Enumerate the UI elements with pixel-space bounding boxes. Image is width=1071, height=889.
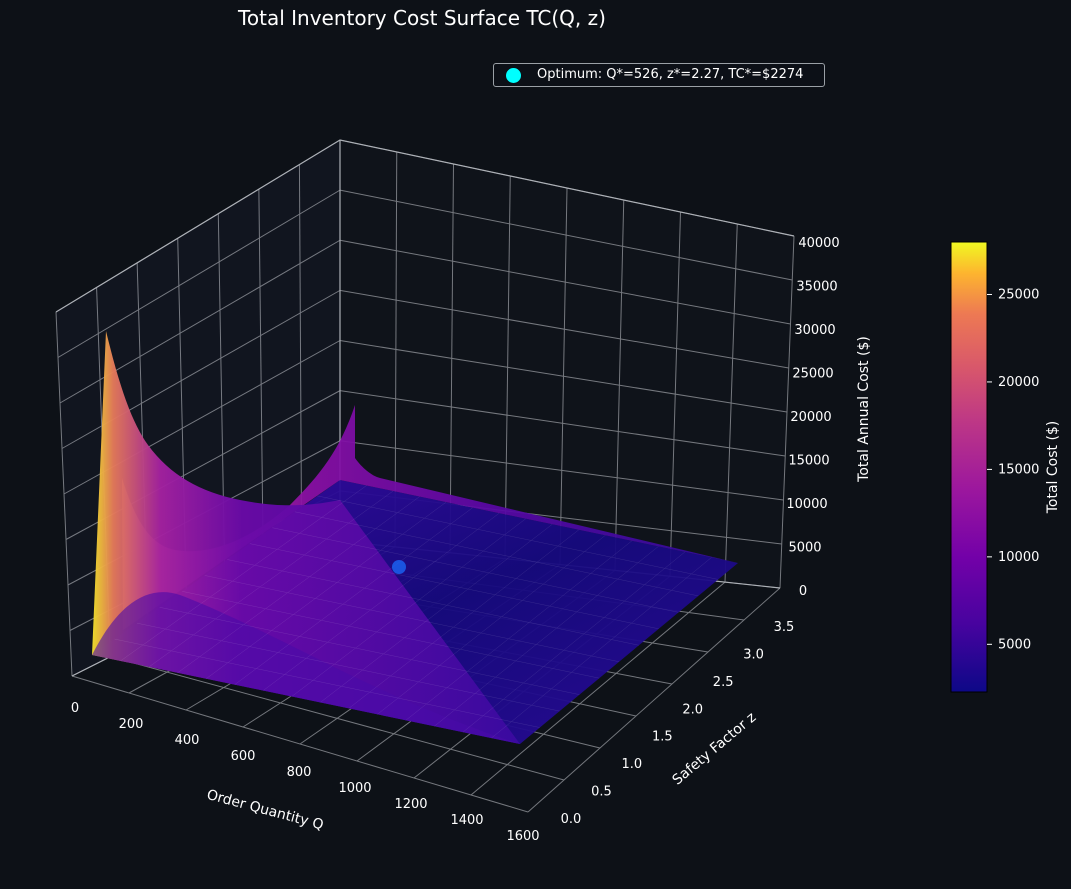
mesh-line	[205, 501, 447, 679]
mesh-line	[291, 518, 526, 697]
mesh-line	[317, 495, 719, 580]
grid-line	[470, 581, 726, 796]
mesh-line	[159, 607, 580, 695]
x-tick-label: 1600	[506, 829, 539, 844]
x-tick-label: 200	[119, 717, 144, 732]
y-tick-label: 2.5	[713, 675, 734, 690]
mesh-line	[137, 622, 560, 712]
colorbar-tick-label: 20000	[998, 375, 1039, 390]
y-tick-label: 1.0	[622, 757, 643, 772]
grid-line	[339, 289, 789, 369]
z-tick-label: 20000	[790, 410, 831, 425]
mesh-line	[177, 496, 420, 674]
z-tick-label: 40000	[798, 236, 839, 251]
y-tick-label: 0.0	[561, 812, 582, 827]
y-tick-label: 1.5	[652, 730, 673, 745]
grid-line	[339, 390, 786, 457]
mesh-line	[272, 527, 679, 613]
mesh-line	[377, 535, 606, 715]
chart-title: Total Inventory Cost Surface TC(Q, z)	[238, 6, 606, 30]
mesh-line	[120, 485, 367, 662]
mesh-line	[204, 575, 620, 662]
legend: Optimum: Q*=526, z*=2.27, TC*=$2274	[493, 63, 825, 87]
mesh-line	[263, 513, 500, 691]
y-tick-label: 3.5	[774, 620, 795, 635]
mesh-line	[462, 551, 686, 733]
mesh-line	[405, 540, 633, 721]
colorbar-tick-label: 15000	[998, 462, 1039, 477]
colorbar-tick-label: 25000	[998, 287, 1039, 302]
mesh-line	[114, 638, 540, 728]
z-tick-label: 0	[799, 584, 807, 599]
grid-line	[339, 189, 793, 281]
z-tick-label: 5000	[788, 541, 821, 556]
y-axis-label: Safety Factor z	[669, 709, 759, 788]
mesh-line	[148, 490, 394, 668]
surface-front-lower	[92, 592, 520, 744]
colorbar-tick-label: 10000	[998, 550, 1039, 565]
grid-line	[71, 675, 529, 813]
z-tick-labels: 0 5000 10000 15000 20000 25000 30000 35000 40000	[786, 236, 839, 599]
colorbar-label: Total Cost ($)	[1045, 421, 1061, 515]
z-tick-label: 10000	[786, 497, 827, 512]
y-tick-label: 2.0	[682, 702, 703, 717]
y-tick-labels: 0.0 0.5 1.0 1.5 2.0 2.5 3.0 3.5	[561, 620, 795, 827]
grid-line	[57, 189, 341, 358]
z-tick-label: 25000	[792, 367, 833, 382]
mesh-line	[320, 524, 553, 703]
x-tick-labels: 0 200 400 600 800 1000 1200 1400 1600	[71, 701, 540, 844]
colorbar-ticks: 5000 10000 15000 20000 25000	[987, 287, 1039, 652]
grid-line	[339, 440, 784, 501]
x-tick-label: 1200	[394, 797, 427, 812]
mesh-line	[434, 546, 659, 727]
x-axis-label: Order Quantity Q	[205, 787, 325, 834]
z-tick-label: 30000	[794, 323, 835, 338]
mesh-line	[227, 559, 639, 646]
colorbar: 5000 10000 15000 20000 25000 Total Cost ($)	[950, 241, 1061, 693]
z-tick-label: 35000	[796, 280, 837, 295]
grid-line	[339, 340, 788, 413]
colorbar-tick-label: 5000	[998, 637, 1031, 652]
mesh-line	[294, 511, 699, 597]
x-tick-label: 800	[287, 765, 312, 780]
surface-mesh	[114, 485, 719, 739]
optimum-marker	[392, 560, 406, 574]
y-tick-label: 0.5	[591, 785, 612, 800]
z-axis-label: Total Annual Cost ($)	[856, 336, 872, 483]
mesh-line	[348, 529, 579, 709]
grid-line	[339, 239, 791, 325]
mesh-line	[182, 591, 600, 679]
grid-line	[110, 656, 565, 781]
x-tick-label: 1000	[338, 781, 371, 796]
x-tick-label: 400	[175, 733, 200, 748]
x-tick-label: 0	[71, 701, 79, 716]
x-tick-label: 600	[231, 749, 256, 764]
cost-surface	[92, 331, 738, 744]
grid-line	[55, 311, 73, 677]
legend-label: Optimum: Q*=526, z*=2.27, TC*=$2274	[537, 67, 804, 82]
x-tick-label: 1400	[450, 813, 483, 828]
mesh-line	[491, 557, 712, 739]
mesh-line	[249, 543, 659, 630]
y-tick-label: 3.0	[743, 647, 764, 662]
mesh-line	[234, 507, 473, 685]
legend-marker-icon	[506, 68, 521, 83]
grid-line	[527, 587, 781, 813]
z-tick-label: 15000	[788, 454, 829, 469]
